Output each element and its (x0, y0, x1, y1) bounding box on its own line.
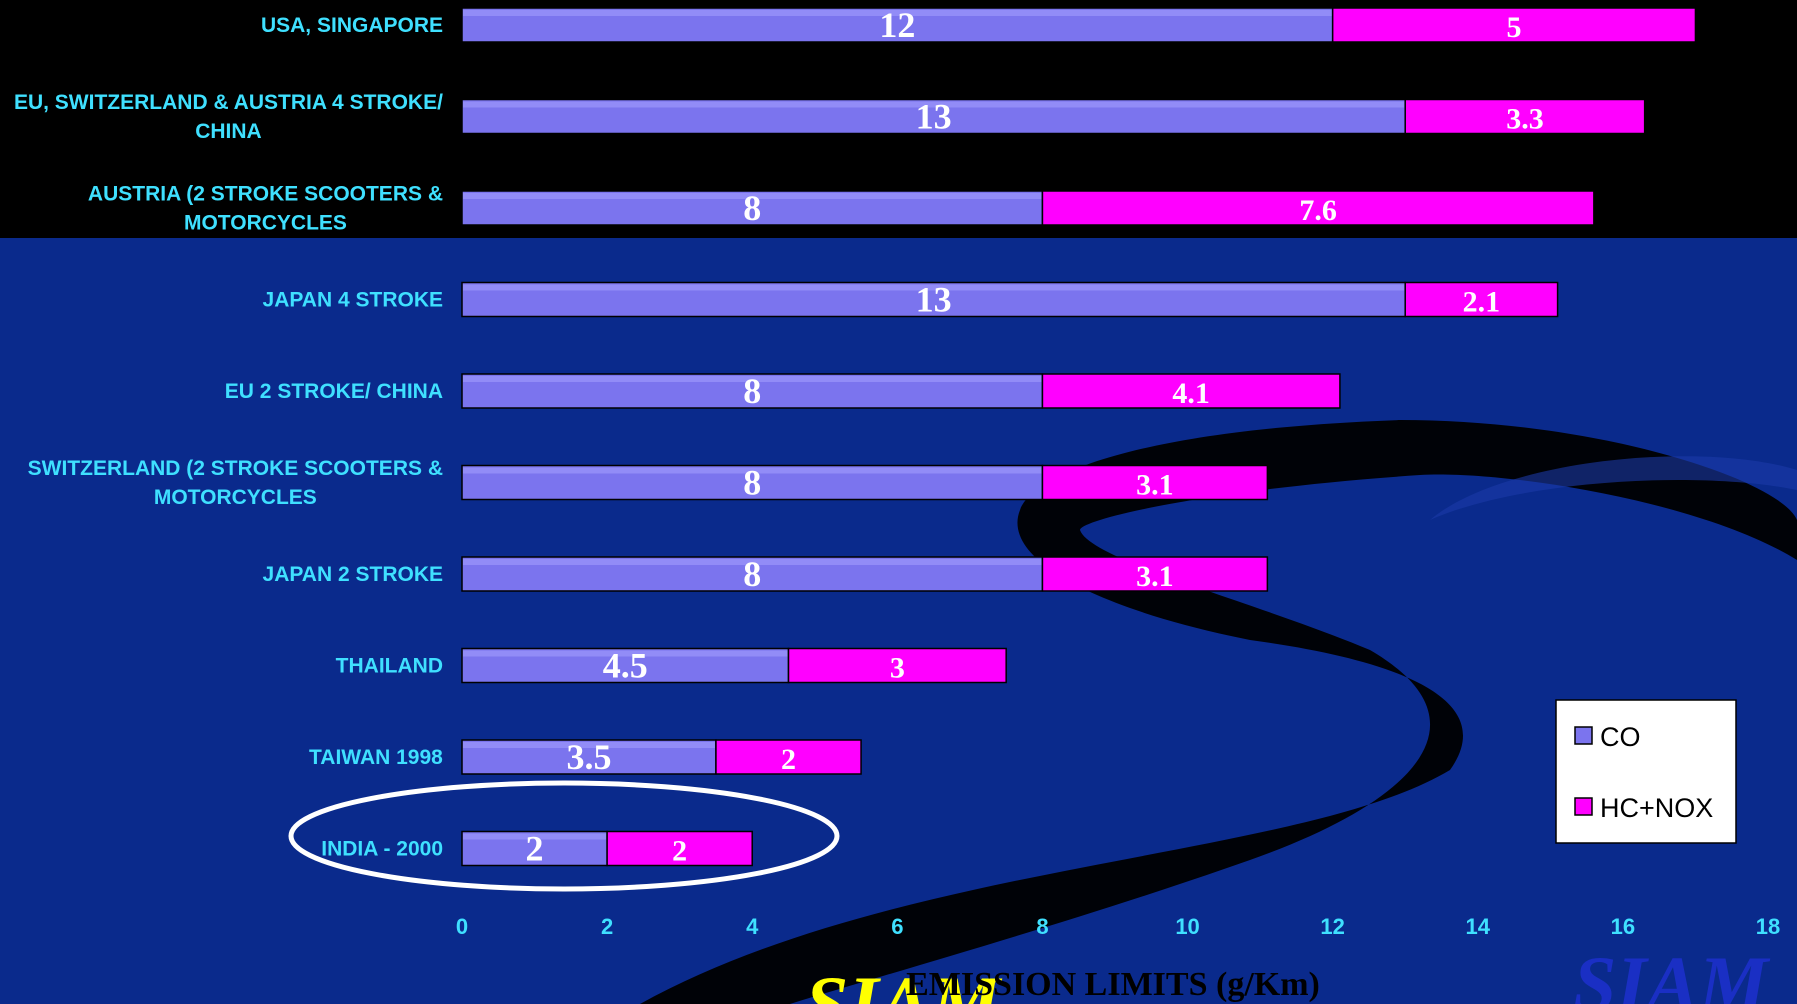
x-tick-label: 16 (1611, 914, 1635, 939)
legend-label-co: CO (1600, 722, 1641, 752)
data-label-hc-nox: 2 (672, 835, 687, 868)
x-tick-label: 4 (746, 914, 759, 939)
x-tick-label: 18 (1756, 914, 1780, 939)
x-tick-label: 10 (1175, 914, 1199, 939)
data-label-hc-nox: 4.1 (1172, 377, 1210, 410)
category-label: USA, SINGAPORE (261, 14, 443, 37)
category-label: JAPAN 4 STROKE (263, 289, 443, 312)
data-label-hc-nox: 3 (890, 652, 905, 685)
x-tick-label: 8 (1036, 914, 1048, 939)
legend-label-hc-nox: HC+NOX (1600, 793, 1713, 823)
data-label-co: 12 (879, 5, 915, 45)
data-label-co: 4.5 (603, 646, 648, 686)
data-label-hc-nox: 3.1 (1136, 469, 1174, 502)
category-label: JAPAN 2 STROKE (263, 563, 443, 586)
category-label: EU 2 STROKE/ CHINA (225, 380, 443, 403)
siam-watermark-right: SIAM (1573, 940, 1771, 1004)
category-label: THAILAND (336, 655, 443, 678)
data-label-co: 8 (743, 554, 761, 594)
category-label: TAIWAN 1998 (309, 746, 443, 769)
x-axis-title: EMISSION LIMITS (g/Km) (906, 966, 1320, 1003)
data-label-hc-nox: 3.3 (1506, 103, 1544, 136)
x-tick-label: 0 (456, 914, 468, 939)
legend-swatch-co (1575, 727, 1592, 744)
legend: CO HC+NOX (1556, 700, 1736, 843)
data-label-co: 13 (916, 97, 952, 137)
legend-swatch-hc-nox (1575, 798, 1592, 815)
data-label-co: 8 (743, 371, 761, 411)
category-label: INDIA - 2000 (321, 838, 443, 861)
data-label-hc-nox: 3.1 (1136, 560, 1174, 593)
data-label-hc-nox: 2 (781, 743, 796, 776)
data-label-co: 8 (743, 188, 761, 228)
data-label-hc-nox: 5 (1507, 11, 1522, 44)
x-tick-label: 14 (1466, 914, 1491, 939)
data-label-co: 3.5 (566, 737, 611, 777)
data-label-co: 2 (526, 829, 544, 869)
x-tick-label: 12 (1320, 914, 1344, 939)
x-tick-label: 6 (891, 914, 903, 939)
data-label-co: 8 (743, 463, 761, 503)
data-label-hc-nox: 2.1 (1463, 286, 1501, 319)
data-label-hc-nox: 7.6 (1299, 194, 1337, 227)
data-label-co: 13 (916, 280, 952, 320)
x-tick-label: 2 (601, 914, 613, 939)
